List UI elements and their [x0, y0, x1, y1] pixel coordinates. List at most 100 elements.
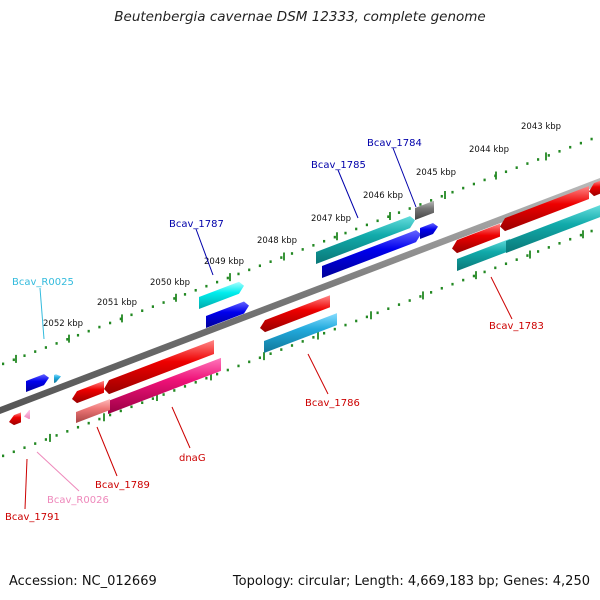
- scale-dot-lower: [216, 372, 219, 376]
- scale-dot-lower: [376, 311, 379, 315]
- scale-dot-lower: [258, 356, 261, 360]
- scale-dot-lower: [98, 417, 101, 421]
- scale-dot-upper: [569, 145, 572, 149]
- gene-bcav1785: [322, 230, 421, 278]
- scale-dot-upper: [162, 301, 165, 304]
- scale-dot-lower: [472, 274, 475, 278]
- scale-dot-lower: [430, 291, 433, 294]
- scale-dot-upper: [290, 252, 294, 255]
- scale-dot-upper: [526, 162, 529, 165]
- gene-gray: [415, 200, 434, 220]
- scale-dot-upper: [558, 150, 561, 153]
- scale-dot-upper: [141, 309, 144, 313]
- scale-dot-upper: [66, 338, 69, 341]
- scale-dot-lower: [312, 336, 315, 339]
- callout-line: [96, 426, 118, 477]
- scale-label: 2044 kbp: [469, 145, 509, 155]
- scale-dot-lower: [547, 246, 550, 249]
- scale-dot-lower: [569, 237, 572, 241]
- gene-bcav1789: [72, 380, 104, 404]
- scale-dot-upper: [590, 137, 593, 141]
- gene-red-right-a: [452, 223, 500, 254]
- gene-blue-small: [26, 374, 49, 392]
- callout-line: [490, 276, 513, 320]
- gene-bcav1787-cyan: [199, 281, 244, 309]
- scale-dot-upper: [451, 190, 454, 194]
- scale-label: 2051 kbp: [97, 298, 137, 308]
- scale-labels: 2043 kbp 2044 kbp 2045 kbp 2046 kbp 2047 kbp…: [43, 122, 561, 329]
- gene-label: Bcav_1784: [367, 138, 422, 149]
- scale-dot-lower: [44, 438, 47, 441]
- scale-dot-upper: [440, 194, 443, 198]
- gene-teal-right: [506, 205, 600, 253]
- scale-dot-lower: [162, 393, 165, 396]
- scale-dot-upper: [323, 239, 326, 243]
- scale-dot-upper: [151, 305, 154, 308]
- scale-dot-upper: [472, 182, 475, 186]
- scale-label: 2048 kbp: [257, 236, 297, 246]
- scale-dot-upper: [483, 178, 486, 182]
- scale-label: 2043 kbp: [521, 122, 561, 132]
- callout-line: [171, 406, 191, 449]
- scale-dot-upper: [515, 166, 518, 169]
- scale-dot-lower: [119, 409, 122, 413]
- scale-dot-upper: [344, 231, 347, 235]
- genome-summary-text: Topology: circular; Length: 4,669,183 bp…: [232, 574, 590, 589]
- scale-dot-lower: [290, 344, 294, 347]
- accession-text: Accession: NC_012669: [9, 574, 157, 589]
- scale-dot-lower: [280, 348, 283, 351]
- scale-label: 2049 kbp: [204, 257, 244, 267]
- gene-label: Bcav_1786: [305, 398, 360, 409]
- gene-red-right-b: [500, 186, 589, 232]
- gene-bcav1785-teal: [316, 216, 415, 264]
- scale-dot-lower: [66, 430, 69, 433]
- scale-dot-lower: [2, 454, 5, 458]
- scale-label: 2047 kbp: [311, 214, 351, 224]
- scale-dot-upper: [547, 154, 550, 157]
- scale-label: 2052 kbp: [43, 319, 83, 329]
- scale-dot-lower: [301, 340, 304, 343]
- gene-features: [9, 180, 600, 426]
- scale-dot-upper: [579, 141, 582, 145]
- scale-dot-upper: [301, 248, 304, 251]
- gene-bcav1784: [420, 223, 438, 239]
- scale-dot-lower: [483, 270, 486, 274]
- scale-dot-upper: [55, 342, 58, 345]
- scale-dot-lower: [226, 368, 229, 372]
- scale-dot-lower: [558, 242, 561, 245]
- gene-bcav1791: [9, 412, 21, 426]
- gene-bcav-r0026: [24, 409, 30, 420]
- gene-label: Bcav_1787: [169, 219, 224, 230]
- callout-line: [307, 353, 329, 395]
- gene-label: Bcav_R0026: [47, 495, 109, 506]
- scale-dot-lower: [408, 299, 411, 302]
- scale-dot-upper: [248, 268, 251, 272]
- scale-dot-upper: [537, 158, 540, 161]
- gene-bcav1786: [264, 313, 337, 353]
- gene-label: Bcav_1791: [5, 512, 60, 523]
- scale-dot-lower: [12, 450, 15, 454]
- scale-dot-lower: [526, 254, 529, 257]
- gene-dnaG-red: [104, 339, 214, 395]
- gene-label: Bcav_1785: [311, 160, 366, 171]
- scale-dot-lower: [34, 442, 37, 445]
- scale-dot-upper: [130, 313, 133, 317]
- scale-dot-upper: [12, 358, 15, 362]
- scale-dot-upper: [355, 227, 358, 231]
- scale-dot-upper: [365, 223, 368, 227]
- scale-dot-upper: [87, 329, 90, 333]
- scale-dot-lower: [205, 376, 208, 380]
- scale-dot-lower: [248, 360, 251, 364]
- scale-dot-lower: [419, 295, 422, 298]
- scale-dot-lower: [494, 266, 497, 270]
- scale-dot-upper: [23, 354, 26, 357]
- scale-dot-upper: [269, 260, 272, 263]
- gene-bcav1789-salmon: [76, 399, 110, 423]
- scale-dot-upper: [397, 211, 401, 214]
- scale-dot-lower: [173, 389, 176, 392]
- scale-dot-upper: [430, 199, 433, 202]
- scale-ticks: [15, 152, 584, 442]
- scale-track: [2, 137, 593, 458]
